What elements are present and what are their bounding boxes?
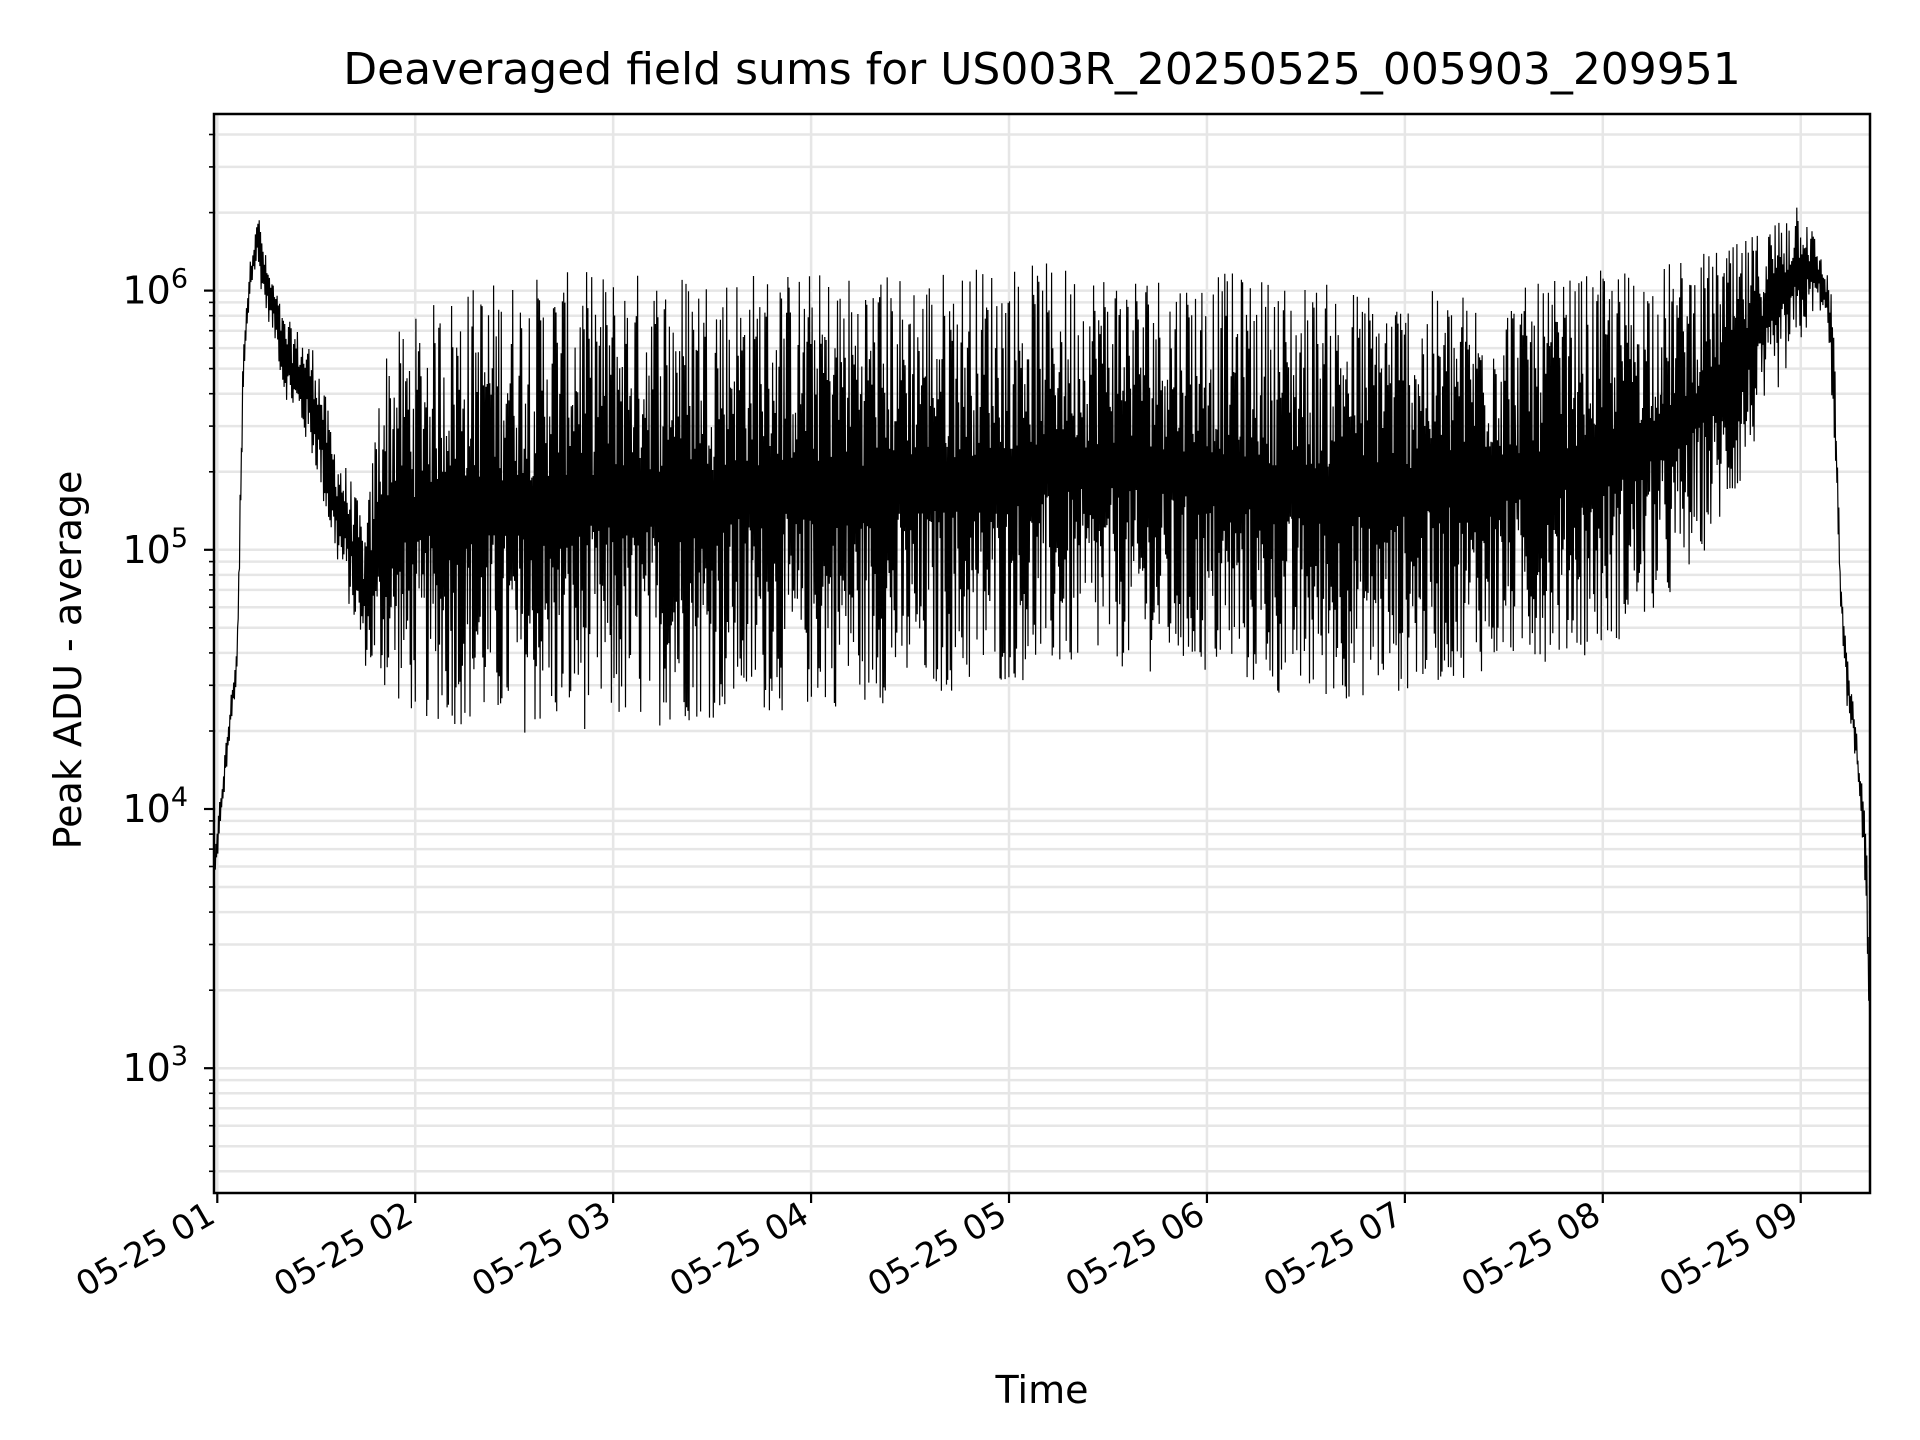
- x-tick-label: 05-25 04: [663, 1194, 815, 1305]
- x-tick-label: 05-25 08: [1455, 1194, 1607, 1305]
- y-tick-label: 103: [122, 1041, 188, 1090]
- x-tick-label: 05-25 01: [69, 1194, 221, 1305]
- axis-ticks: 103 104 105 106 05-25 01 05-25 02 05-25 03 05-2…: [69, 133, 1805, 1305]
- y-tick-label: 104: [122, 782, 188, 831]
- x-tick-label: 05-25 09: [1653, 1194, 1805, 1305]
- x-tick-label: 05-25 05: [861, 1194, 1013, 1305]
- x-tick-label: 05-25 06: [1059, 1194, 1211, 1305]
- chart-title: Deaveraged field sums for US003R_2025052…: [343, 44, 1741, 95]
- x-tick-label: 05-25 07: [1257, 1194, 1409, 1305]
- series-line: [213, 207, 1871, 1089]
- y-tick-label: 105: [122, 523, 188, 572]
- y-tick-label: 106: [122, 264, 188, 313]
- x-tick-label: 05-25 03: [465, 1194, 617, 1305]
- y-axis-label: Peak ADU - average: [46, 470, 90, 850]
- x-axis-label: Time: [995, 1368, 1089, 1412]
- x-tick-label: 05-25 02: [267, 1194, 419, 1305]
